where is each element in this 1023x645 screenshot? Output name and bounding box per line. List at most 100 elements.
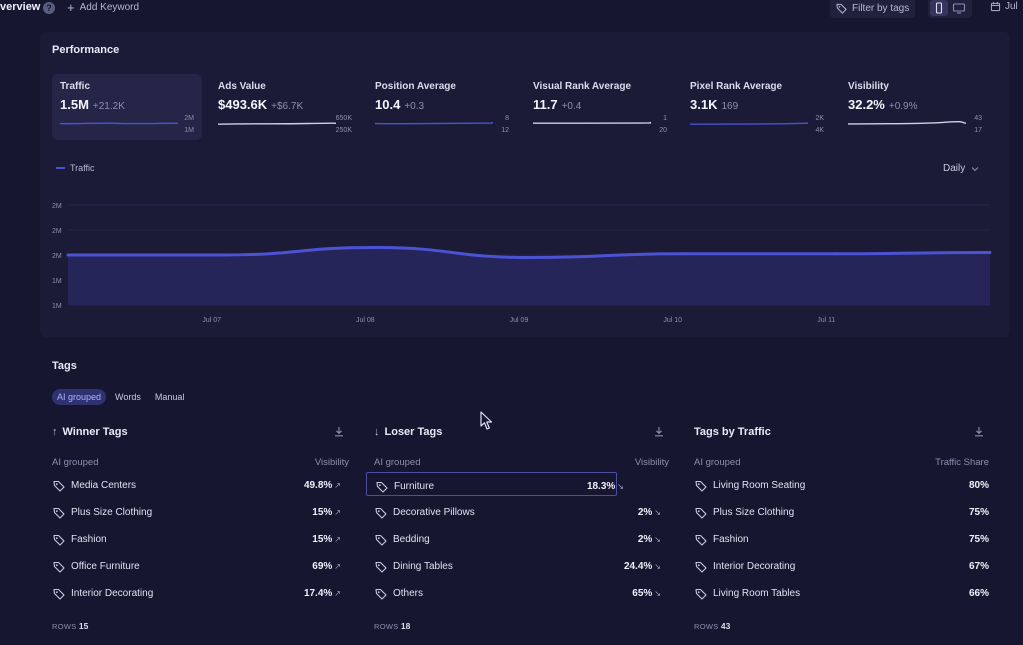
tag-row[interactable]: Interior Decorating 17.4% ↗ [52, 582, 349, 606]
tag-row[interactable]: Others 65% ↘ [374, 582, 669, 606]
tag-row[interactable]: Living Room Seating 80% [694, 474, 989, 498]
tag-icon [375, 534, 387, 546]
tag-value-text: 2% [637, 507, 653, 518]
tag-value-text: 15% [312, 507, 333, 518]
rows-count-value: 15 [78, 621, 89, 631]
metric-scale-high: 1 [663, 115, 667, 122]
tag-icon [836, 3, 847, 14]
mouse-cursor-icon [480, 411, 493, 430]
add-keyword-button[interactable]: + Add Keyword [67, 0, 139, 15]
metric-card[interactable]: Ads Value $493.6K +$6.7K 650K 250K [210, 74, 360, 140]
metric-scale-high: 43 [974, 115, 982, 122]
tag-row[interactable]: Interior Decorating 67% [694, 555, 989, 579]
tag-name: Plus Size Clothing [713, 507, 795, 518]
tag-value-text: 24.4% [623, 561, 653, 572]
metric-card[interactable]: Pixel Rank Average 3.1K 169 2K 4K [682, 74, 832, 140]
tag-name: Furniture [394, 481, 435, 492]
tab-words[interactable]: Words [115, 392, 141, 402]
tag-icon [376, 481, 388, 493]
tag-value: 24.4% ↘ [624, 561, 661, 572]
metric-scale-low: 17 [974, 127, 982, 134]
tag-name: Bedding [393, 534, 430, 545]
y-tick-label: 2M [52, 253, 62, 260]
interval-dropdown[interactable]: Daily [943, 163, 979, 174]
download-icon[interactable] [974, 426, 984, 440]
metric-scale-low: 1M [184, 127, 194, 134]
tag-row[interactable]: Plus Size Clothing 15% ↗ [52, 501, 349, 525]
metric-label: Visual Rank Average [533, 81, 632, 92]
tag-value: 2% ↘ [638, 507, 661, 518]
metric-change: +$6.7K [271, 101, 304, 112]
metric-value-text: $493.6K [218, 97, 268, 112]
device-toggle [928, 0, 972, 18]
tag-icon [375, 507, 387, 519]
tag-row[interactable]: Media Centers 49.8% ↗ [52, 474, 349, 498]
traffic-chart: 2M 2M 2M 1M 1M Jul 07 Jul 08 Jul 09 Jul 10 Jul 11 [52, 203, 992, 324]
metric-card[interactable]: Visual Rank Average 11.7 +0.4 1 20 [525, 74, 675, 140]
tag-value: 80% [969, 480, 989, 491]
date-picker[interactable]: Jul [990, 1, 1018, 12]
chevron-down-icon [971, 166, 979, 171]
tag-row[interactable]: Living Room Tables 66% [694, 582, 989, 606]
y-tick-label: 2M [52, 203, 62, 210]
plus-icon: + [67, 0, 75, 15]
metric-scale-low: 4K [815, 127, 824, 134]
help-icon[interactable]: ? [43, 2, 55, 14]
traffic-point [220, 253, 224, 257]
tag-row[interactable]: Plus Size Clothing 75% [694, 501, 989, 525]
tag-value-text: 2% [637, 534, 653, 545]
tag-row[interactable]: Fashion 15% ↗ [52, 528, 349, 552]
x-tick-label: Jul 11 [817, 317, 835, 324]
metric-sparkline [218, 122, 336, 125]
trend-icon: ↗ [334, 589, 341, 598]
tag-value: 75% [969, 507, 989, 518]
desktop-device-button[interactable] [950, 0, 968, 16]
metric-sparkline [533, 121, 651, 124]
y-tick-label: 1M [52, 303, 62, 310]
tags-tabs: AI grouped Words Manual [52, 389, 189, 405]
tag-name: Interior Decorating [713, 561, 796, 572]
traffic-point [527, 256, 531, 259]
download-icon[interactable] [654, 426, 664, 440]
chart-legend: Traffic [56, 163, 95, 173]
tag-row[interactable]: Fashion 75% [694, 528, 989, 552]
filter-by-tags-button[interactable]: Filter by tags [830, 0, 916, 18]
legend-swatch [56, 167, 65, 169]
metric-label: Ads Value [218, 81, 266, 92]
metric-card[interactable]: Traffic 1.5M +21.2K 2M 1M [52, 74, 202, 140]
filter-by-tags-label: Filter by tags [852, 2, 910, 14]
mobile-icon [935, 2, 943, 14]
download-icon[interactable] [334, 426, 344, 440]
tag-row[interactable]: Dining Tables 24.4% ↘ [374, 555, 669, 579]
tag-icon [53, 507, 65, 519]
tag-name: Plus Size Clothing [71, 507, 153, 518]
tag-value-text: 75% [968, 507, 989, 518]
tag-column-tags-by-traffic: Tags by Traffic AI grouped Traffic Share Li… [694, 420, 989, 635]
tag-value: 18.3% ↘ [584, 481, 624, 492]
metric-card[interactable]: Position Average 10.4 +0.3 8 12 [367, 74, 517, 140]
metric-label: Traffic [60, 81, 91, 92]
tag-row[interactable]: Decorative Pillows 2% ↘ [374, 501, 669, 525]
tag-value: 15% ↗ [312, 534, 341, 545]
tag-value: 67% [969, 561, 989, 572]
column-header-name: AI grouped [694, 457, 741, 468]
metric-value: $493.6K +$6.7K [218, 97, 303, 112]
mobile-device-button[interactable] [930, 0, 948, 16]
tag-value: 75% [969, 534, 989, 545]
rows-label: ROWS [52, 622, 77, 631]
tag-value: 65% ↘ [632, 588, 661, 599]
metric-card[interactable]: Visibility 32.2% +0.9% 43 17 [840, 74, 990, 140]
column-title: Winner Tags [62, 426, 128, 438]
tag-icon [695, 561, 707, 573]
metric-sparkline [375, 121, 493, 125]
tag-row[interactable]: Bedding 2% ↘ [374, 528, 669, 552]
tab-ai-grouped[interactable]: AI grouped [52, 389, 107, 405]
tag-value-text: 69% [312, 561, 333, 572]
tag-row[interactable]: Office Furniture 69% ↗ [52, 555, 349, 579]
rows-count: ROWS 15 [52, 621, 88, 631]
metric-value: 11.7 +0.4 [533, 97, 581, 112]
metric-sparkline [60, 122, 178, 125]
tag-row[interactable]: Furniture 18.3% ↘ [366, 472, 624, 496]
traffic-point [988, 251, 992, 254]
tab-manual[interactable]: Manual [154, 392, 185, 402]
